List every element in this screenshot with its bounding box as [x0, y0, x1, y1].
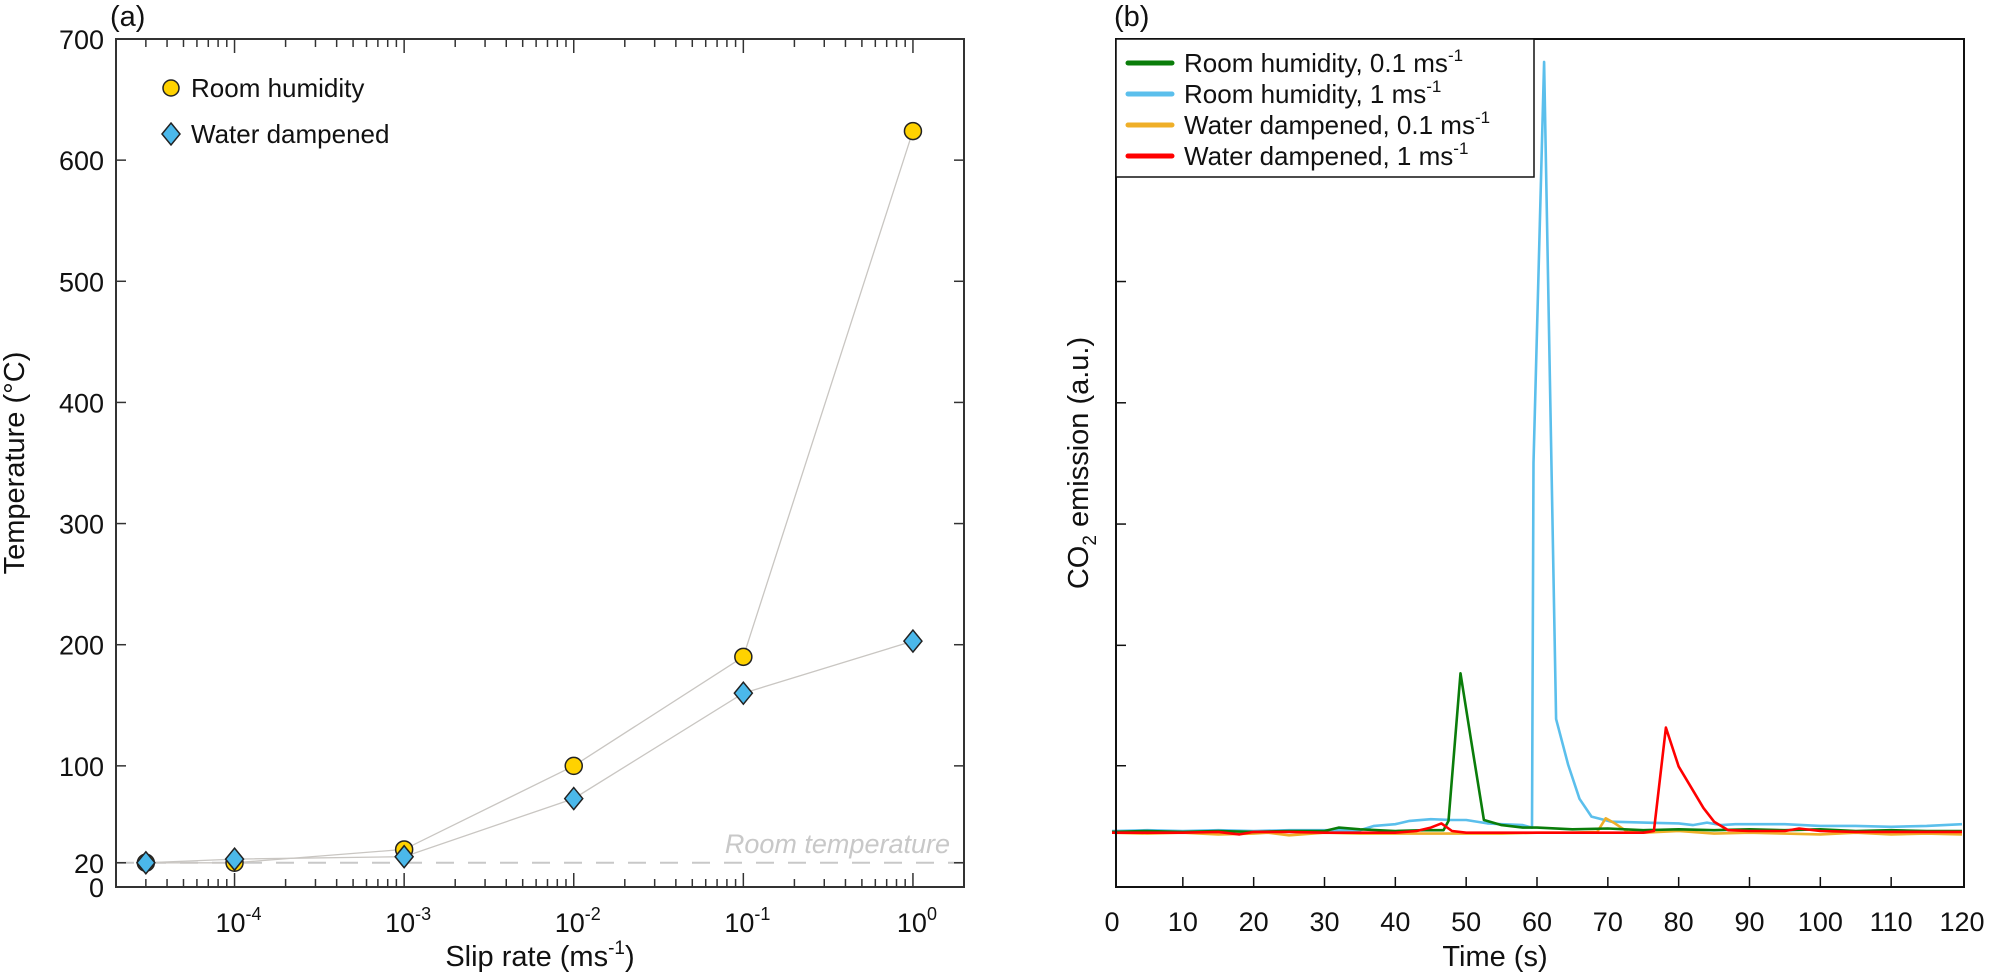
x-tick-label: 120	[1939, 907, 1984, 937]
panel-a-label: (a)	[110, 1, 145, 33]
x-axis-ticks-a: 10-4 10-3 10-2 10-1 100	[115, 39, 965, 938]
y-tick-label: 400	[59, 388, 104, 418]
y-tick-label: 200	[59, 631, 104, 661]
panel-a-temperature-chart: (a) 10-4 10-3 10-2 10-1 100 020 100 200 300 400 5…	[0, 1, 965, 973]
x-tick-label: 100	[897, 904, 937, 938]
y-tick-label: 0	[89, 873, 104, 903]
legend-label: Room humidity, 1 ms-1	[1184, 77, 1441, 109]
connector-line-room-humidity	[145, 130, 914, 864]
legend-label-room-humidity: Room humidity	[191, 73, 364, 103]
x-tick-label: 50	[1451, 907, 1481, 937]
x-tick-label: 60	[1522, 907, 1552, 937]
x-tick-label: 10-2	[555, 904, 601, 938]
y-tick-label: 600	[59, 146, 104, 176]
legend-a: Room humidity Water dampened	[161, 73, 389, 149]
panel-b-label: (b)	[1114, 1, 1149, 33]
point-water-dampened	[135, 850, 156, 875]
x-tick-label: 10	[1168, 907, 1198, 937]
legend-label-water-dampened: Water dampened	[191, 119, 389, 149]
legend-diamond-marker-icon	[161, 121, 181, 147]
legend-circle-marker-icon	[162, 79, 180, 97]
connector-lines	[145, 130, 914, 864]
legend-label: Water dampened, 0.1 ms-1	[1184, 108, 1490, 140]
connector-line-water-dampened	[145, 640, 914, 864]
series-line-water-dampened-1-ms	[1112, 726, 1962, 836]
point-water-dampened	[733, 680, 754, 706]
y-axis-title-b: CO2 emission (a.u.)	[1063, 337, 1101, 589]
x-tick-label: 110	[1870, 907, 1913, 937]
plot-frame-b	[1115, 38, 1965, 888]
x-tick-label: 30	[1309, 907, 1339, 937]
series-lines	[1111, 60, 1963, 837]
point-room-humidity	[903, 121, 923, 141]
series-line-room-humidity-0-1-ms	[1111, 672, 1962, 834]
x-axis-ticks-b: 0 10 20 30 40 50 60 70 80 90 100 110 120	[1104, 877, 1985, 937]
legend-box	[1115, 38, 1535, 178]
point-room-humidity	[564, 756, 583, 776]
legend-label: Room humidity, 0.1 ms-1	[1184, 46, 1463, 78]
point-water-dampened	[394, 844, 415, 869]
x-axis-title-b: Time (s)	[1442, 941, 1547, 973]
y-tick-label: 700	[59, 25, 104, 55]
x-tick-label: 10-1	[724, 904, 770, 938]
plot-frame-a	[115, 38, 965, 888]
x-tick-label: 20	[1239, 907, 1269, 937]
x-tick-label: 10-4	[216, 904, 262, 938]
x-tick-label: 90	[1734, 907, 1764, 937]
y-axis-title-a: Temperature (°C)	[0, 352, 31, 575]
y-axis-ticks-a: 020 100 200 300 400 500 600 700	[59, 25, 964, 903]
x-tick-label: 70	[1593, 907, 1623, 937]
point-water-dampened	[224, 846, 245, 872]
data-points	[135, 121, 923, 875]
x-tick-label: 100	[1798, 907, 1843, 937]
y-tick-label: 500	[59, 267, 104, 297]
y-tick-label: 300	[59, 510, 104, 540]
panel-b-co2-chart: (b) 0 10 20 30 40 50 60 70 80 90 100 110 120 Time (s…	[1063, 1, 1985, 973]
point-room-humidity	[734, 647, 753, 667]
point-water-dampened	[902, 628, 923, 654]
y-axis-ticks-b	[1116, 159, 1126, 767]
x-tick-label: 80	[1664, 907, 1694, 937]
x-tick-label: 40	[1380, 907, 1410, 937]
x-axis-title-a: Slip rate (ms-1)	[445, 938, 634, 973]
x-tick-label: 0	[1104, 907, 1119, 937]
y-tick-label: 100	[59, 752, 104, 782]
room-temperature-annotation: Room temperature	[725, 829, 950, 859]
x-tick-label: 10-3	[385, 904, 431, 938]
y-tick-label: 20	[74, 849, 104, 879]
point-water-dampened	[563, 786, 584, 811]
legend-label: Water dampened, 1 ms-1	[1184, 139, 1468, 171]
